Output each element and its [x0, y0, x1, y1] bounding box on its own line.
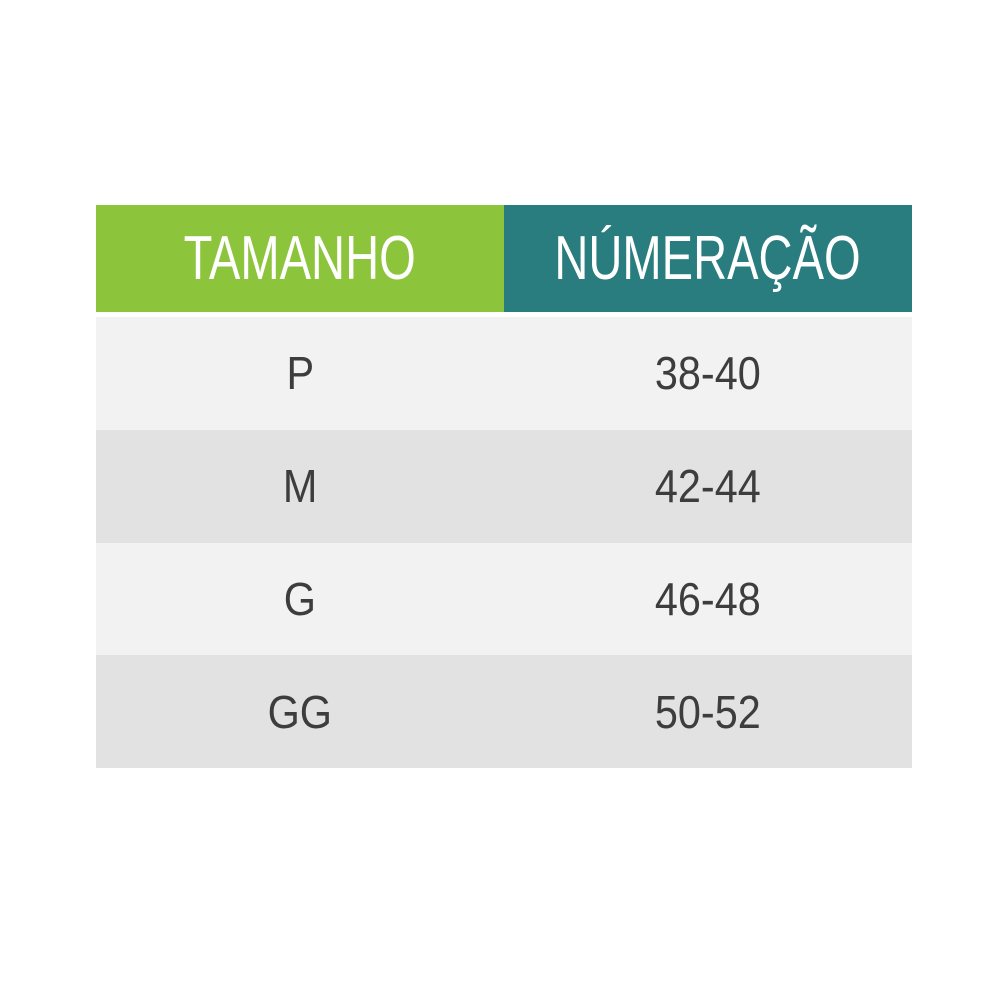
size-value: M	[282, 460, 318, 513]
numeration-value: 38-40	[655, 347, 761, 400]
header-label-numeracao: NÚMERAÇÃO	[554, 224, 862, 293]
size-cell: P	[96, 317, 504, 430]
table-body: P 38-40 M 42-44 G 46-48	[96, 317, 912, 768]
table-row-p: P 38-40	[96, 317, 912, 430]
size-cell: GG	[96, 655, 504, 768]
header-cell-numeracao: NÚMERAÇÃO	[504, 205, 912, 312]
numeration-cell: 42-44	[504, 430, 912, 543]
size-value: GG	[267, 685, 333, 738]
numeration-value: 46-48	[655, 572, 761, 625]
table-header-row: TAMANHO NÚMERAÇÃO	[96, 205, 912, 312]
table-row-gg: GG 50-52	[96, 655, 912, 768]
numeration-value: 42-44	[655, 460, 761, 513]
table-row-m: M 42-44	[96, 429, 912, 543]
header-label-tamanho: TAMANHO	[183, 224, 417, 293]
size-value: G	[283, 572, 317, 625]
header-cell-tamanho: TAMANHO	[96, 205, 504, 312]
numeration-cell: 38-40	[504, 317, 912, 430]
size-chart-table: TAMANHO NÚMERAÇÃO P 38-40 M 42-44	[96, 205, 912, 768]
numeration-cell: 46-48	[504, 543, 912, 656]
size-cell: G	[96, 543, 504, 656]
size-cell: M	[96, 430, 504, 543]
table-row-g: G 46-48	[96, 542, 912, 656]
numeration-value: 50-52	[655, 685, 761, 738]
size-value: P	[286, 347, 314, 400]
numeration-cell: 50-52	[504, 655, 912, 768]
